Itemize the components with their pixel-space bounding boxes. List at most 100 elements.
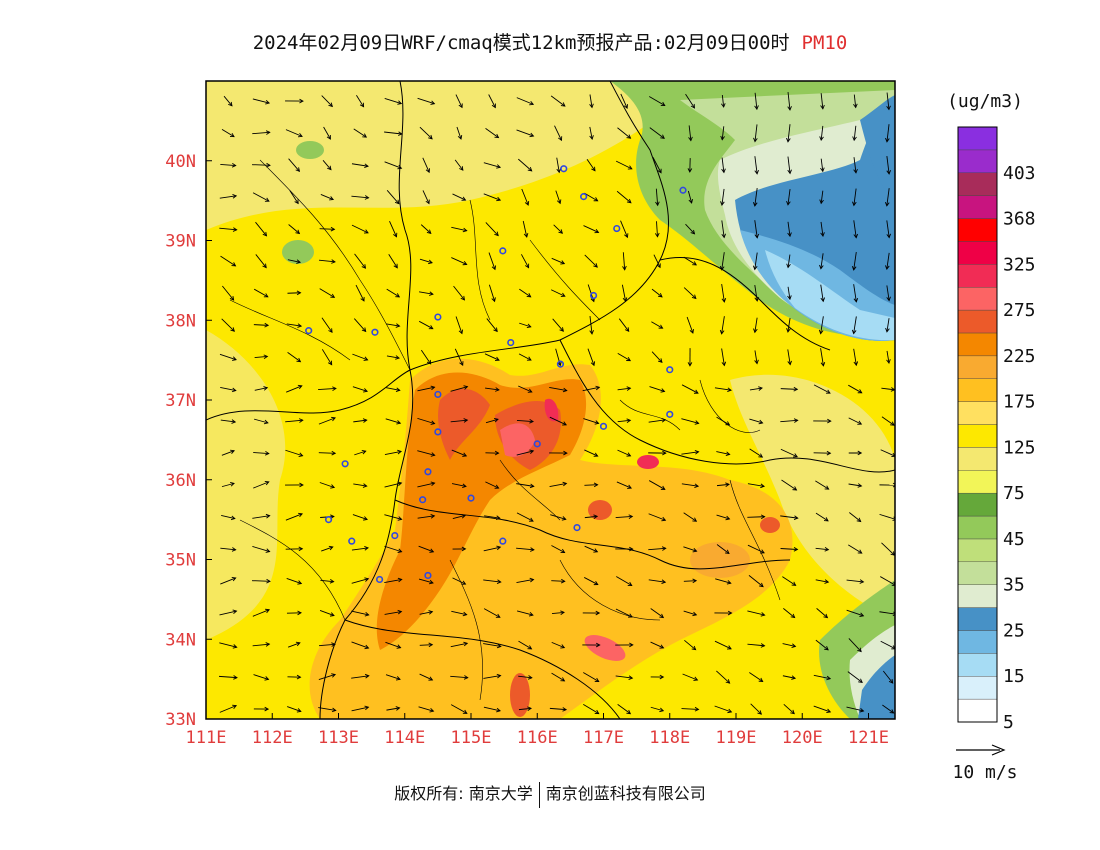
wind-arrow-head: [759, 582, 764, 588]
wind-arrow-head: [820, 167, 825, 173]
wind-arrow-head: [296, 290, 302, 296]
wind-arrow-shaft: [617, 353, 631, 361]
wind-arrow-head: [626, 198, 632, 204]
wind-arrow-head: [720, 201, 725, 206]
wind-arrow-head: [360, 296, 365, 302]
wind-arrow-shaft: [384, 98, 402, 104]
wind-arrow-head: [721, 297, 727, 303]
wind-arrow-shaft: [815, 480, 829, 490]
wind-arrow-head: [266, 578, 271, 584]
lat-tick-label: 40N: [165, 152, 196, 172]
wind-arrow-shaft: [747, 643, 765, 647]
wind-arrow-head: [430, 420, 436, 425]
wind-arrow-head: [463, 641, 469, 647]
wind-arrow-shaft: [651, 288, 663, 298]
wind-arrow-head: [361, 327, 367, 333]
colorbar-bin: [957, 264, 998, 288]
wind-arrow-head: [294, 199, 299, 205]
longitude-axis: 111E 112E 113E 114E 115E 116E 117E 118E 119E 120E…: [186, 713, 889, 748]
wind-arrow-shaft: [417, 386, 435, 392]
wind-arrow-head: [461, 196, 467, 201]
wind-arrow-shaft: [656, 221, 658, 237]
city-marker: [434, 428, 442, 436]
wind-arrow-head: [496, 196, 502, 202]
wind-arrow-shaft: [754, 188, 758, 206]
wind-arrow-head: [624, 233, 629, 239]
wind-arrow-shaft: [687, 190, 693, 204]
wind-arrow-head: [825, 389, 831, 394]
wind-arrow-shaft: [252, 164, 270, 166]
city-marker: [434, 313, 442, 321]
wind-arrow-head: [396, 644, 402, 649]
wind-arrow-head: [397, 548, 403, 553]
wind-arrow-shaft: [518, 385, 532, 393]
wind-arrow-head: [661, 546, 667, 551]
wind-arrow-shaft: [685, 93, 695, 109]
wind-arrow-head: [820, 361, 826, 367]
wind-arrow-shaft: [648, 513, 666, 521]
wind-arrow-shaft: [318, 417, 336, 425]
wind-arrow-head: [589, 330, 594, 335]
wind-arrow-shaft: [880, 576, 895, 586]
wind-arrow-shaft: [651, 351, 663, 363]
wind-arrow-head: [623, 104, 628, 109]
wind-scale-arrow-head: [991, 744, 1006, 756]
wind-arrow-head: [657, 358, 663, 363]
wind-arrow-shaft: [848, 384, 862, 394]
wind-arrow-head: [655, 201, 660, 207]
wind-arrow-head: [397, 449, 403, 455]
wind-arrow-shaft: [617, 419, 631, 423]
wind-arrow-head: [395, 706, 401, 711]
wind-arrow-head: [595, 642, 601, 648]
wind-arrow-head: [297, 384, 303, 390]
wind-arrow-head: [754, 359, 759, 365]
wind-arrow-head: [332, 386, 337, 391]
wind-arrow-head: [657, 293, 663, 298]
wind-arrow-shaft: [219, 705, 237, 713]
wind-arrow-head: [528, 517, 534, 522]
wind-arrow-shaft: [716, 483, 730, 487]
wind-arrow-shaft: [253, 418, 269, 424]
wind-arrow-shaft: [815, 512, 829, 522]
wind-arrow-head: [430, 481, 436, 487]
colorbar-bin: [957, 561, 998, 585]
wind-arrow-head: [853, 233, 859, 239]
wind-arrow-shaft: [451, 610, 467, 616]
wind-arrow-head: [627, 484, 633, 489]
wind-arrow-head: [398, 131, 403, 136]
wind-arrow-shaft: [384, 161, 402, 169]
wind-arrow-head: [793, 386, 799, 392]
colorbar-bin: [957, 538, 998, 563]
wind-arrow-shaft: [649, 127, 665, 139]
wind-arrow-shaft: [714, 705, 732, 713]
wind-arrow-head: [329, 612, 335, 617]
wind-arrow-shaft: [849, 512, 861, 522]
wind-arrow-head: [430, 100, 436, 105]
wind-arrow-head: [430, 385, 436, 391]
wind-arrow-head: [462, 260, 468, 266]
wind-arrow-shaft: [318, 707, 336, 711]
wind-arrow-shaft: [820, 253, 824, 269]
wind-arrow-head: [793, 453, 798, 458]
wind-arrow-shaft: [386, 288, 400, 298]
wind-arrow-head: [529, 577, 535, 583]
field-patch-green-2: [296, 141, 324, 159]
wind-arrow-head: [428, 325, 434, 330]
wind-arrow-shaft: [683, 610, 697, 616]
wind-arrow-head: [856, 517, 862, 523]
wind-arrow-shaft: [620, 220, 628, 238]
wind-arrow-head: [757, 710, 763, 715]
wind-arrow-head: [626, 356, 632, 362]
wind-arrow-head: [688, 198, 693, 204]
wind-arrow-shaft: [787, 221, 791, 237]
wind-arrow-shaft: [820, 348, 824, 366]
wind-arrow-shaft: [450, 419, 468, 423]
field-region-pink-1: [500, 423, 535, 457]
wind-arrow-shaft: [848, 638, 862, 652]
wind-arrow-shaft: [222, 285, 234, 301]
wind-arrow-head: [364, 163, 369, 169]
wind-arrow-shaft: [617, 449, 631, 457]
wind-arrow-head: [430, 452, 436, 457]
lon-tick-label: 113E: [318, 728, 359, 748]
